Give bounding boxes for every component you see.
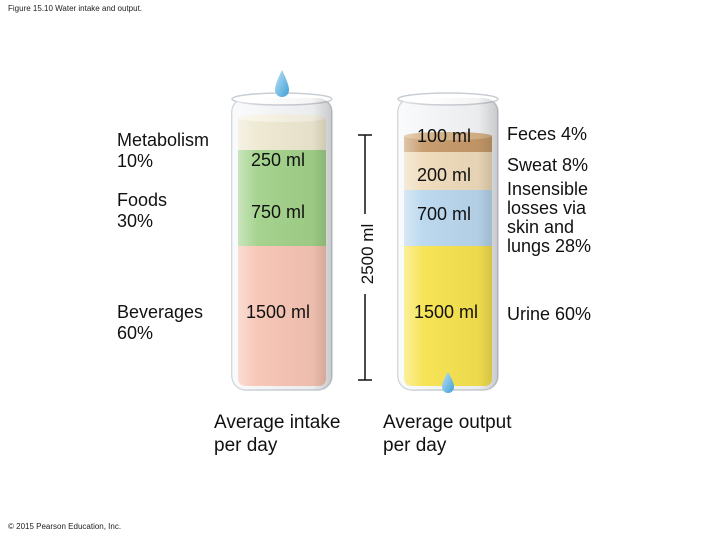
insensible-losses-volume: 700 ml <box>417 204 472 224</box>
output-title: Average output per day <box>383 412 512 456</box>
total-bracket: 2500 ml <box>356 134 377 381</box>
sweat-volume: 200 ml <box>417 165 472 185</box>
output-glass-sheen <box>398 98 498 390</box>
urine-volume: 1500 ml <box>414 302 479 322</box>
foods-volume: 750 ml <box>251 202 306 222</box>
water-drop-icon <box>442 372 454 393</box>
intake-title: Average intake per day <box>214 412 341 456</box>
beverages-label: Beverages 60% <box>117 302 204 343</box>
sweat-label: Sweat 8% <box>507 155 589 175</box>
copyright-notice: © 2015 Pearson Education, Inc. <box>8 522 122 531</box>
feces-volume: 100 ml <box>417 126 472 146</box>
intake-glass-sheen <box>232 98 332 390</box>
intake-cylinder <box>231 70 333 391</box>
urine-label: Urine 60% <box>507 304 592 324</box>
output-cylinder <box>397 92 499 393</box>
water-drop-icon <box>275 70 289 97</box>
figure-caption: Figure 15.10 Water intake and output. <box>8 4 143 13</box>
metabolism-label: Metabolism 10% <box>117 130 210 171</box>
foods-label: Foods 30% <box>117 190 168 231</box>
metabolism-volume: 250 ml <box>251 150 306 170</box>
beverages-volume: 1500 ml <box>246 302 311 322</box>
feces-label: Feces 4% <box>507 124 588 144</box>
total-volume-label: 2500 ml <box>358 224 377 284</box>
insensible-losses-label: Insensible losses via skin and lungs 28% <box>507 179 592 256</box>
